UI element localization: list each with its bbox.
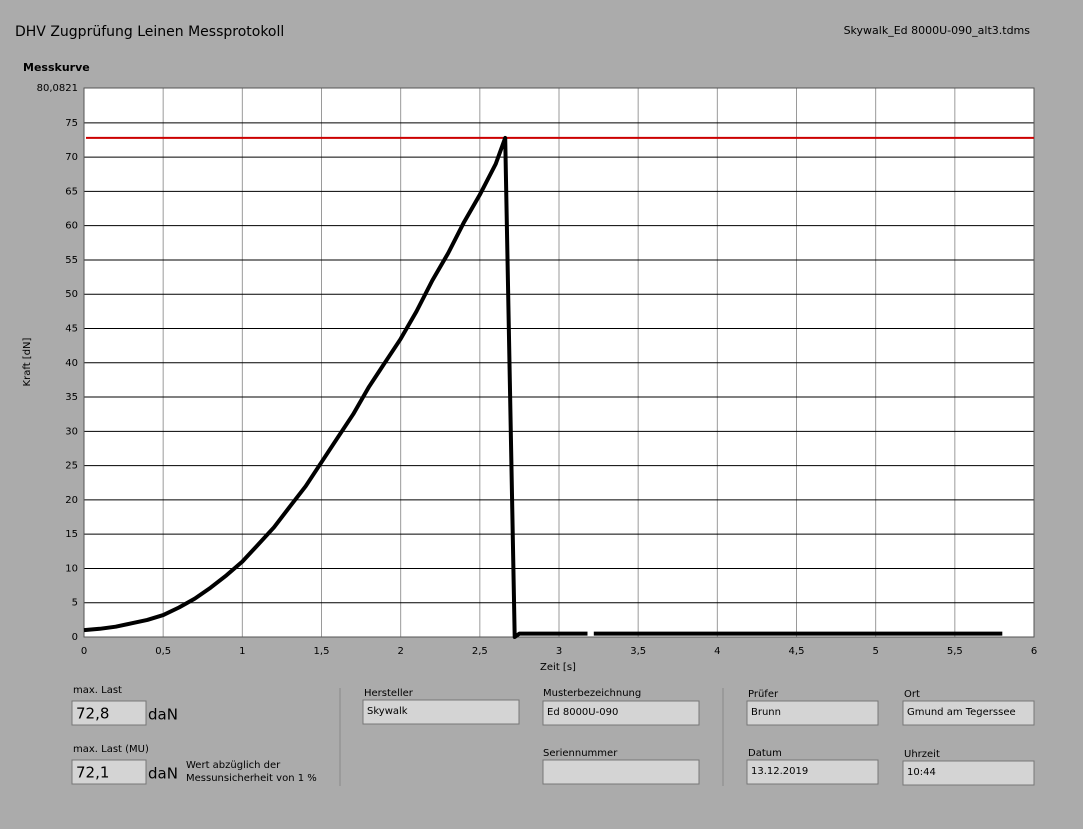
mu-unit: daN (148, 765, 178, 783)
x-tick-label: 1,5 (314, 646, 330, 657)
x-axis-label: Zeit [s] (540, 662, 576, 673)
y-tick-label: 25 (65, 461, 78, 472)
y-axis-label: Kraft [dN] (22, 337, 33, 386)
field-box (902, 700, 1035, 726)
note: Messunsicherheit von 1 % (186, 773, 317, 784)
x-tick-label: 4,5 (789, 646, 805, 657)
curve (83, 135, 1003, 639)
file-name: Skywalk_Ed 8000U-090_alt3.tdms (844, 24, 1031, 37)
plot-frame (83, 87, 1035, 638)
field-box (746, 759, 879, 785)
field-box (542, 759, 700, 785)
field-value: Skywalk (367, 706, 408, 717)
y-tick-label: 75 (65, 118, 78, 129)
y-tick-label: 40 (65, 358, 78, 369)
y-tick-label: 70 (65, 152, 78, 163)
x-tick-label: 5,5 (947, 646, 963, 657)
y-tick-label: 15 (65, 529, 78, 540)
field-value: Ed 8000U-090 (547, 707, 618, 718)
x-tick-label: 2 (397, 646, 403, 657)
mu-value: 72,1 (76, 764, 109, 782)
field-box (746, 700, 879, 726)
x-tick-label: 2,5 (472, 646, 488, 657)
field-box (362, 699, 520, 725)
field-value: Gmund am Tegerssee (907, 707, 1016, 718)
y-tick-label: 50 (65, 289, 78, 300)
field-box (902, 760, 1035, 786)
x-tick-label: 6 (1031, 646, 1037, 657)
max-value: 72,8 (76, 705, 109, 723)
field-label: Prüfer (748, 689, 779, 700)
note: Wert abzüglich der (186, 760, 281, 771)
field-value: Brunn (751, 707, 781, 718)
field-label: Ort (904, 689, 920, 700)
max-box (71, 700, 147, 726)
chart-title: Messkurve (23, 61, 90, 74)
field-label: Datum (748, 748, 782, 759)
mu-label: max. Last (MU) (73, 744, 149, 755)
page-title: DHV Zugprüfung Leinen Messprotokoll (15, 24, 284, 40)
field-label: Musterbezeichnung (543, 688, 641, 699)
field-value: 10:44 (907, 767, 936, 778)
x-tick-label: 0 (81, 646, 87, 657)
y-tick-label: 30 (65, 426, 78, 437)
y-tick-label: 0 (72, 632, 78, 643)
x-tick-label: 3 (556, 646, 562, 657)
y-tick-label: 10 (65, 563, 78, 574)
y-tick-label: 20 (65, 495, 78, 506)
y-tick-label: 5 (72, 598, 78, 609)
x-tick-label: 3,5 (630, 646, 646, 657)
max-label: max. Last (73, 685, 122, 696)
mu-box (71, 759, 147, 785)
y-tick-label: 35 (65, 392, 78, 403)
max-unit: daN (148, 706, 178, 724)
x-tick-label: 5 (872, 646, 878, 657)
field-box (542, 700, 700, 726)
field-label: Uhrzeit (904, 749, 940, 760)
x-tick-label: 4 (714, 646, 720, 657)
x-tick-label: 1 (239, 646, 245, 657)
field-label: Seriennummer (543, 748, 618, 759)
y-tick-label: 55 (65, 255, 78, 266)
x-tick-label: 0,5 (155, 646, 171, 657)
field-value: 13.12.2019 (751, 766, 808, 777)
y-tick-label: 60 (65, 221, 78, 232)
y-tick-label: 65 (65, 186, 78, 197)
y-tick-label: 80,0821 (37, 83, 78, 94)
field-label: Hersteller (364, 688, 414, 699)
y-tick-label: 45 (65, 324, 78, 335)
